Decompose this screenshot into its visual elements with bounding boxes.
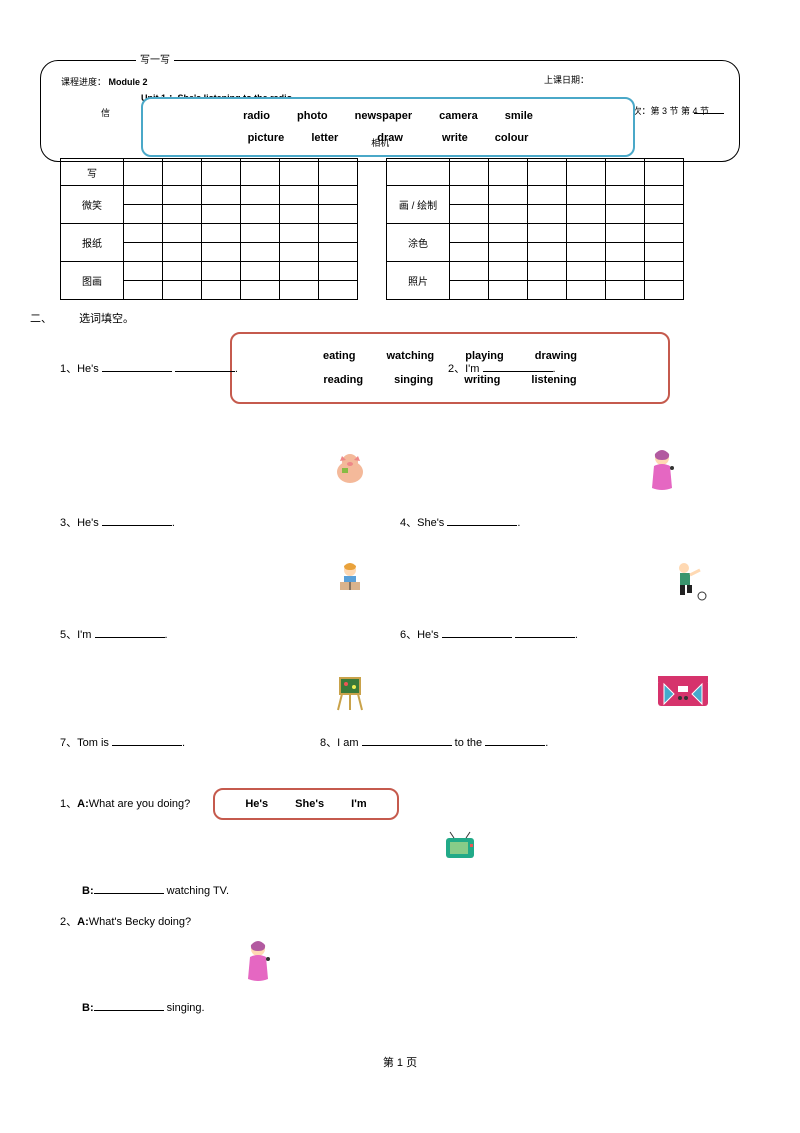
date-label: 上课日期： bbox=[544, 73, 589, 86]
word-table-left: 写 微笑 报纸 图画 bbox=[60, 158, 358, 300]
header-underline bbox=[694, 113, 724, 114]
word-table-right: 画 / 绘制 涂色 照片 bbox=[386, 158, 684, 300]
progress-label: 课程进度： Module 2 bbox=[61, 75, 148, 88]
red-word-bank-2: He's She's I'm bbox=[213, 788, 398, 820]
girl-singing-icon bbox=[644, 448, 680, 492]
qa2-b: B: singing. bbox=[82, 999, 740, 1014]
qa1-b: B: watching TV. bbox=[82, 882, 740, 897]
table-row: 照片 bbox=[387, 262, 450, 300]
blue-word-bank: radio photo newspaper camera smile pictu… bbox=[141, 97, 635, 157]
table-row: 微笑 bbox=[61, 186, 124, 224]
q1: 1、He's . bbox=[60, 360, 238, 376]
table-row: 报纸 bbox=[61, 224, 124, 262]
qa2: 2、A:What's Becky doing? bbox=[60, 913, 740, 929]
tv-icon bbox=[440, 830, 480, 866]
page-number: 第 1 页 bbox=[60, 1054, 740, 1070]
q4: 4、She's . bbox=[400, 514, 740, 530]
easel-icon bbox=[330, 672, 370, 712]
q3: 3、He's . bbox=[60, 514, 400, 530]
q8: 8、I am to the . bbox=[320, 734, 740, 750]
table-row: 写 bbox=[61, 159, 124, 186]
radio-icon bbox=[656, 672, 710, 710]
girl-singing-icon bbox=[240, 939, 276, 983]
table-row: 图画 bbox=[61, 262, 124, 300]
section-2-title: 二、 选词填空。 bbox=[30, 310, 740, 326]
header-box: 写一写 课程进度： Module 2 上课日期： Unit 1 ：She's l… bbox=[40, 60, 740, 162]
q2: 2、I'm . bbox=[448, 360, 556, 376]
q6: 6、He's . bbox=[400, 626, 740, 642]
qa1: 1、A:What are you doing? He's She's I'm bbox=[60, 788, 740, 820]
boy-reading-icon bbox=[330, 560, 370, 600]
q5: 5、I'm . bbox=[60, 626, 400, 642]
table-row: 画 / 绘制 bbox=[387, 186, 450, 224]
football-player-icon bbox=[666, 560, 710, 604]
header-top-label: 写一写 bbox=[136, 51, 174, 66]
word-tables: 写 微笑 报纸 图画 画 / 绘制 涂色 照片 bbox=[60, 158, 740, 300]
table-row: 涂色 bbox=[387, 224, 450, 262]
pig-icon bbox=[330, 448, 370, 488]
